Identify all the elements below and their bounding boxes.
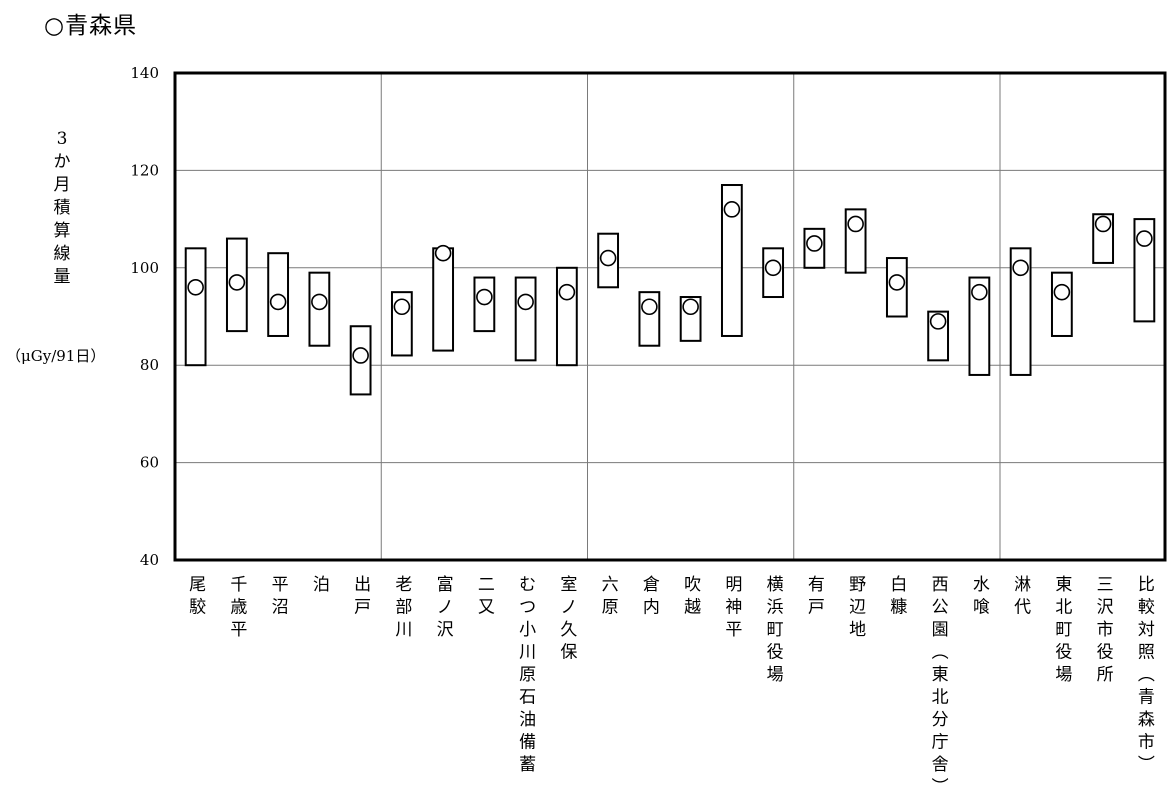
mean-point <box>806 235 823 252</box>
x-category-label: 淋代 <box>1014 575 1031 618</box>
x-category-label: 平沼 <box>272 575 289 618</box>
y-axis-label: 3 か月積算線量 <box>50 128 74 289</box>
x-category-label: 室ノ久保 <box>560 575 577 663</box>
y-axis-label-char: 量 <box>53 267 71 287</box>
x-category-label: 富ノ沢 <box>437 575 454 640</box>
x-category-label: 横浜町役場 <box>767 575 784 685</box>
mean-point <box>228 274 246 291</box>
x-category-label: むつ小川原石油備蓄 <box>519 575 536 775</box>
plot-frame <box>173 71 1167 562</box>
x-category-label: 吹越 <box>684 575 701 618</box>
mean-point <box>1053 283 1071 301</box>
mean-point <box>1012 259 1029 277</box>
x-category-label: 尾駮 <box>189 575 206 618</box>
x-category-label: 東北町役場 <box>1055 575 1072 685</box>
y-axis-label-char: 積 <box>53 198 71 218</box>
mean-point <box>558 283 576 301</box>
x-category-label: 水喰 <box>973 575 990 618</box>
mean-point <box>1136 230 1153 247</box>
y-axis-label-char: 算 <box>53 221 71 241</box>
y-tick-labels: 40 60 80 100 120 140 <box>130 64 159 569</box>
mean-point <box>847 215 864 233</box>
y-axis-label-char: か <box>53 152 71 172</box>
mean-point <box>517 293 534 311</box>
mean-point <box>352 347 369 364</box>
x-category-label: 倉内 <box>643 575 660 618</box>
y-axis-label-char: 月 <box>53 175 71 195</box>
range-bar <box>1009 247 1032 376</box>
x-category-label: 三沢市役所 <box>1097 575 1114 685</box>
points-layer <box>187 201 1153 364</box>
x-category-label: 野辺地 <box>849 575 866 640</box>
y-tick-label: 40 <box>140 551 159 569</box>
grid-layer <box>175 73 1165 560</box>
x-category-label: 比較対照︵青森市︶ <box>1138 575 1155 775</box>
range-bar <box>432 247 455 352</box>
mean-point <box>764 259 782 277</box>
x-category-label: 老部川 <box>395 575 412 640</box>
mean-point <box>476 288 493 306</box>
range-bar <box>968 276 991 376</box>
mean-point <box>311 293 328 311</box>
mean-point <box>682 298 699 316</box>
x-category-label: 出戸 <box>354 575 371 618</box>
y-tick-label: 100 <box>130 259 159 277</box>
range-bar <box>1050 271 1073 337</box>
page-title: ○青森県 <box>44 13 138 39</box>
range-bar <box>184 247 207 367</box>
x-category-label: 六原 <box>602 575 619 618</box>
x-category-label: 白糠 <box>890 575 907 618</box>
x-category-label: 西公園︵東北分庁舎︶ <box>932 575 949 790</box>
mean-point <box>434 244 452 262</box>
mean-point <box>599 249 617 267</box>
mean-point <box>1094 215 1112 233</box>
mean-point <box>641 298 658 316</box>
mean-point <box>269 293 287 311</box>
mean-point <box>393 298 411 316</box>
mean-point <box>187 278 204 296</box>
y-tick-label: 60 <box>140 454 159 472</box>
range-bar <box>720 184 743 337</box>
mean-point <box>929 313 947 330</box>
y-axis-label-char: 線 <box>53 244 71 264</box>
bars-layer <box>184 184 1156 396</box>
x-category-label: 明神平 <box>725 575 742 640</box>
mean-point <box>723 201 741 218</box>
x-category-label: 二又 <box>478 575 495 618</box>
y-axis-label-char: 3 <box>56 129 68 149</box>
range-bar <box>555 266 578 367</box>
x-category-label: 千歳平 <box>230 575 247 640</box>
x-category-label: 泊 <box>313 575 330 595</box>
mean-point <box>971 283 988 301</box>
y-axis-unit-label: （μGy/91日） <box>6 347 106 365</box>
y-tick-label: 120 <box>130 161 159 179</box>
y-tick-label: 80 <box>140 356 159 374</box>
mean-point <box>888 274 906 291</box>
range-bar <box>514 276 537 362</box>
y-tick-label: 140 <box>130 64 159 82</box>
x-category-label: 有戸 <box>808 575 825 618</box>
